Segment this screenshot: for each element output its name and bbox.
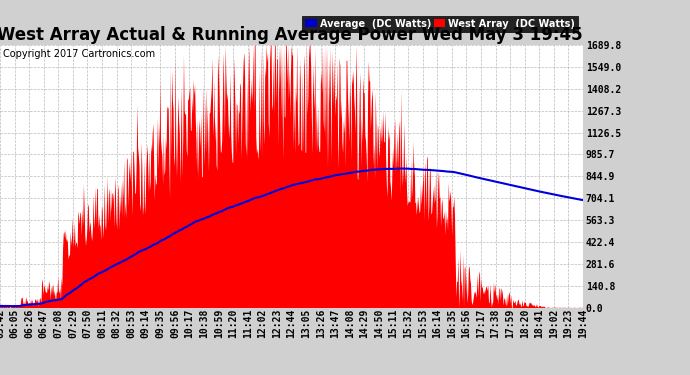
Text: West Array Actual & Running Average Power Wed May 3 19:45: West Array Actual & Running Average Powe… bbox=[0, 26, 582, 44]
Text: Copyright 2017 Cartronics.com: Copyright 2017 Cartronics.com bbox=[3, 49, 155, 59]
Legend: Average  (DC Watts), West Array  (DC Watts): Average (DC Watts), West Array (DC Watts… bbox=[302, 16, 578, 32]
